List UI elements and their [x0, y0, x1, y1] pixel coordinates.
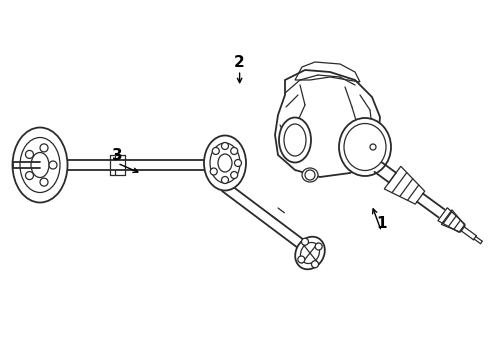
Polygon shape	[274, 70, 379, 177]
Circle shape	[25, 172, 33, 180]
Ellipse shape	[279, 117, 310, 162]
Circle shape	[210, 168, 217, 175]
Ellipse shape	[338, 118, 390, 176]
Ellipse shape	[218, 154, 231, 172]
Circle shape	[25, 150, 33, 158]
Circle shape	[221, 176, 228, 184]
Ellipse shape	[284, 124, 305, 156]
Circle shape	[234, 159, 241, 166]
Polygon shape	[437, 208, 464, 232]
Polygon shape	[294, 62, 359, 82]
Circle shape	[40, 144, 48, 152]
Polygon shape	[441, 210, 464, 232]
Ellipse shape	[13, 127, 67, 202]
Circle shape	[311, 261, 318, 268]
Circle shape	[40, 178, 48, 186]
Circle shape	[297, 256, 304, 263]
Ellipse shape	[203, 135, 245, 190]
Circle shape	[369, 144, 375, 150]
Ellipse shape	[302, 168, 317, 182]
Circle shape	[212, 148, 219, 154]
Text: 2: 2	[234, 55, 244, 70]
Ellipse shape	[295, 237, 324, 269]
Circle shape	[230, 171, 237, 179]
Circle shape	[221, 143, 228, 149]
Circle shape	[305, 170, 314, 180]
Circle shape	[49, 161, 57, 169]
Ellipse shape	[31, 153, 49, 177]
Circle shape	[230, 148, 237, 154]
Circle shape	[314, 243, 322, 250]
Ellipse shape	[343, 123, 385, 171]
Circle shape	[301, 238, 308, 245]
Text: 1: 1	[375, 216, 386, 231]
Polygon shape	[384, 166, 424, 204]
Text: 3: 3	[112, 148, 122, 163]
